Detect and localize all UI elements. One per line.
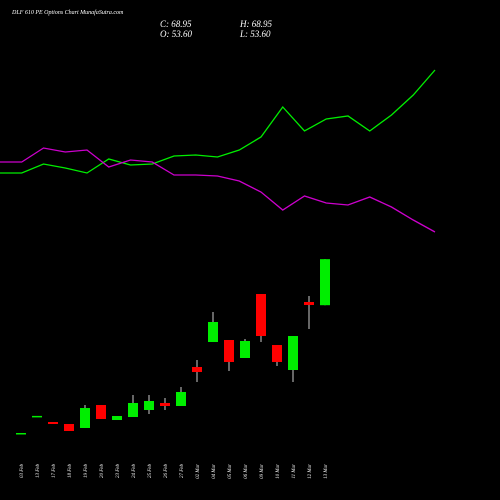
x-tick-label: 09 Mar: [260, 464, 265, 479]
candle-body: [64, 424, 74, 431]
x-tick-label: 06 Mar: [244, 464, 249, 479]
x-tick-label: 25 Feb: [148, 464, 153, 479]
info-low: L: 53.60: [239, 29, 271, 39]
candle-body: [304, 301, 314, 305]
x-tick-label: 23 Feb: [116, 464, 121, 479]
indicator-line: [0, 69, 436, 174]
x-tick-label: 10 Mar: [276, 464, 281, 479]
candle-body: [288, 336, 298, 370]
x-tick-label: 13 Mar: [324, 464, 329, 479]
candle-body: [240, 340, 250, 358]
candle-body: [80, 408, 90, 428]
info-open: O: 53.60: [160, 29, 192, 39]
x-tick-label: 11 Mar: [292, 464, 297, 479]
candle-body: [176, 391, 186, 406]
x-tick-label: 04 Mar: [212, 464, 217, 479]
x-tick-label: 18 Feb: [68, 464, 73, 479]
candle-body: [320, 259, 330, 306]
indicator-line: [0, 147, 436, 233]
x-tick-label: 05 Mar: [228, 464, 233, 479]
x-tick-label: 12 Mar: [308, 464, 313, 479]
candle-body: [112, 415, 122, 421]
x-tick-label: 02 Mar: [196, 464, 201, 479]
candle-body: [272, 345, 282, 362]
info-high: H: 68.95: [239, 19, 272, 29]
x-tick-label: 26 Feb: [164, 464, 169, 479]
candle-body: [96, 405, 106, 419]
x-tick-label: 03 Feb: [20, 464, 25, 479]
x-tick-label: 24 Feb: [132, 464, 137, 479]
candle-body: [144, 400, 154, 410]
candle-body: [192, 367, 202, 373]
candle-body: [48, 421, 58, 424]
candle-body: [208, 322, 218, 343]
x-tick-label: 27 Feb: [180, 464, 185, 479]
candle-body: [224, 340, 234, 362]
info-close: C: 68.95: [160, 19, 192, 29]
x-tick-label: 19 Feb: [84, 464, 89, 479]
candle-body: [32, 415, 42, 418]
candle-body: [128, 403, 138, 418]
x-tick-label: 17 Feb: [52, 464, 57, 479]
chart-title: DLF 610 PE Options Chart MunafaSutra.com: [11, 9, 124, 16]
x-tick-label: 13 Feb: [36, 464, 41, 479]
candle-body: [160, 403, 170, 406]
x-tick-label: 20 Feb: [100, 464, 105, 479]
candle-body: [16, 433, 26, 435]
candle-body: [256, 294, 266, 337]
